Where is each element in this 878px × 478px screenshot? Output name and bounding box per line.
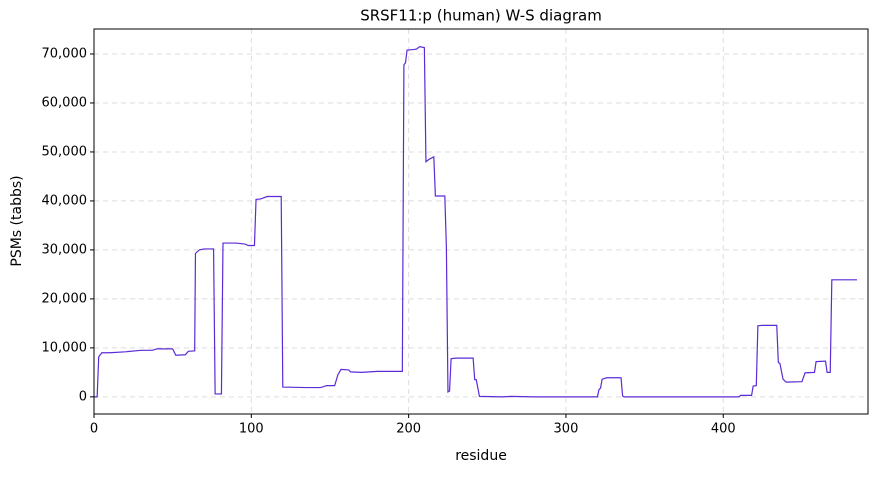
y-tick-label: 0	[79, 389, 87, 404]
y-tick-label: 50,000	[42, 144, 88, 159]
y-tick-label: 10,000	[42, 340, 88, 355]
x-axis-label: residue	[455, 448, 507, 464]
y-tick-label: 30,000	[42, 242, 88, 257]
y-tick-label: 60,000	[42, 95, 88, 110]
x-tick-label: 200	[396, 422, 421, 437]
x-tick-label: 100	[239, 422, 264, 437]
x-tick-label: 0	[90, 422, 98, 437]
data-line	[94, 45, 857, 398]
x-tick-label: 300	[554, 422, 579, 437]
y-axis-label: PSMs (tabbs)	[9, 175, 25, 266]
y-tick-label: 20,000	[42, 291, 88, 306]
y-tick-label: 40,000	[42, 193, 88, 208]
plot-frame	[93, 28, 869, 415]
x-tick-label: 400	[711, 422, 736, 437]
chart-title: SRSF11:p (human) W-S diagram	[360, 7, 602, 25]
y-tick-label: 70,000	[42, 46, 88, 61]
